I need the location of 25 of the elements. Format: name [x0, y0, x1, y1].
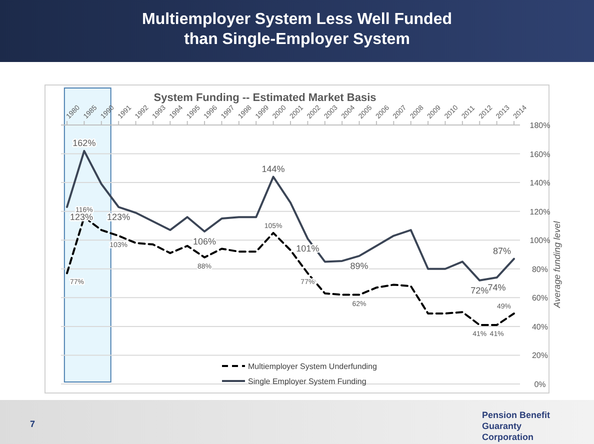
y-tick-label: 160% [530, 150, 550, 159]
y-tick-label: 40% [532, 322, 548, 332]
y-tick-label: 80% [532, 264, 548, 274]
data-label: 89% [350, 260, 368, 271]
text: Pension Benefit Guaranty Corporation [482, 410, 550, 442]
data-label: 144% [262, 164, 285, 174]
data-label: 106% [193, 236, 216, 246]
y-tick-label: 120% [530, 207, 550, 216]
y-tick-label: 140% [530, 178, 550, 188]
y-tick-label: 20% [532, 351, 548, 360]
y-tick-label: 100% [530, 236, 550, 246]
y-tick-label: 60% [532, 294, 548, 303]
legend-label: Multiemployer System Underfunding [248, 362, 377, 371]
data-label: 74% [488, 282, 506, 293]
data-label: 123% [70, 212, 94, 222]
chart-title: Multiemployer System Less Well Funded than Single-Employer System [142, 11, 452, 48]
legend-label: Single Employer System Funding [248, 377, 366, 386]
data-label: 87% [492, 246, 511, 256]
chart-subtitle: System Funding -- Estimated Market Basis [154, 92, 376, 104]
data-label: 72% [470, 285, 489, 296]
y-tick-label: 0% [534, 380, 546, 389]
y-axis-title: Average funding level [552, 220, 562, 309]
data-label: 162% [72, 138, 96, 148]
text: 7 [30, 419, 36, 429]
y-tick-label: 180% [530, 121, 550, 130]
